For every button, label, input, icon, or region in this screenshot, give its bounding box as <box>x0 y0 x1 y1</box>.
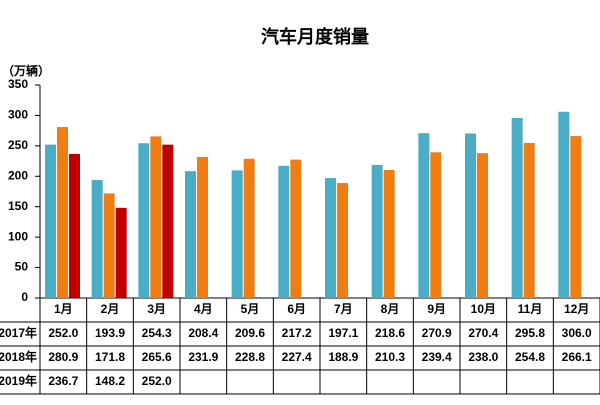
bar <box>477 153 488 298</box>
bar <box>337 183 348 298</box>
bar <box>138 143 150 298</box>
data-label: 188.9 <box>328 350 358 364</box>
legend-label: 2018年 <box>0 349 37 364</box>
data-label: 306.0 <box>562 326 592 340</box>
bar <box>45 144 56 298</box>
data-label: 218.6 <box>375 326 405 340</box>
bar <box>418 133 430 298</box>
bar <box>523 142 535 298</box>
bar <box>325 178 336 298</box>
legend-label: 2017年 <box>0 325 37 340</box>
x-tick-label: 9月 <box>427 302 446 316</box>
y-tick-label: 250 <box>8 138 28 152</box>
bar <box>91 179 103 298</box>
data-label: 254.8 <box>515 350 545 364</box>
data-label: 252.0 <box>48 326 78 340</box>
data-label: 148.2 <box>95 374 125 388</box>
y-tick-label: 50 <box>15 260 29 274</box>
bar <box>197 156 208 298</box>
bar <box>162 144 174 298</box>
data-label: 295.8 <box>515 326 545 340</box>
data-label: 280.9 <box>48 350 78 364</box>
data-label: 231.9 <box>188 350 218 364</box>
bar <box>150 136 162 298</box>
data-label: 193.9 <box>95 326 125 340</box>
bar <box>511 117 523 298</box>
x-tick-label: 12月 <box>564 302 589 316</box>
bar <box>103 193 115 298</box>
bar <box>383 170 395 298</box>
x-tick-label: 6月 <box>287 302 306 316</box>
y-tick-label: 350 <box>8 77 28 91</box>
y-tick-label: 0 <box>21 290 28 304</box>
bar <box>57 127 68 299</box>
data-label: 254.3 <box>142 326 172 340</box>
data-label: 236.7 <box>48 374 78 388</box>
data-label: 238.0 <box>468 350 498 364</box>
data-label: 239.4 <box>422 350 452 364</box>
x-tick-label: 11月 <box>518 302 543 316</box>
legend-label: 2019年 <box>0 373 37 388</box>
data-label: 252.0 <box>142 374 172 388</box>
bar <box>290 159 302 298</box>
data-label: 210.3 <box>375 350 405 364</box>
x-tick-label: 2月 <box>101 302 120 316</box>
data-label: 266.1 <box>562 350 592 364</box>
bar <box>69 153 80 298</box>
bar <box>570 136 582 298</box>
data-label: 171.8 <box>95 350 125 364</box>
x-tick-label: 10月 <box>471 302 496 316</box>
y-axis-label: （万辆） <box>2 63 50 78</box>
data-label: 208.4 <box>188 326 218 340</box>
data-label: 270.9 <box>422 326 452 340</box>
x-tick-label: 3月 <box>147 302 166 316</box>
bar <box>185 171 196 298</box>
y-tick-label: 200 <box>8 168 28 182</box>
data-label: 227.4 <box>282 350 312 364</box>
data-label: 270.4 <box>468 326 498 340</box>
bar <box>430 152 442 298</box>
bar <box>278 165 290 298</box>
x-tick-label: 5月 <box>241 302 260 316</box>
x-tick-label: 1月 <box>54 302 73 316</box>
x-tick-label: 4月 <box>194 302 213 316</box>
data-label: 228.8 <box>235 350 265 364</box>
data-label: 209.6 <box>235 326 265 340</box>
data-label: 217.2 <box>282 326 312 340</box>
bar <box>243 158 255 298</box>
data-label: 265.6 <box>142 350 172 364</box>
bar <box>115 207 127 298</box>
x-tick-label: 7月 <box>334 302 353 316</box>
bar <box>231 170 243 298</box>
chart-title: 汽车月度销量 <box>261 26 369 47</box>
y-tick-label: 150 <box>8 199 28 213</box>
bar <box>558 111 570 298</box>
bar <box>465 133 476 298</box>
bar <box>371 164 383 298</box>
x-tick-label: 8月 <box>381 302 400 316</box>
data-label: 197.1 <box>328 326 358 340</box>
y-tick-label: 100 <box>8 229 28 243</box>
y-tick-label: 300 <box>8 108 28 122</box>
